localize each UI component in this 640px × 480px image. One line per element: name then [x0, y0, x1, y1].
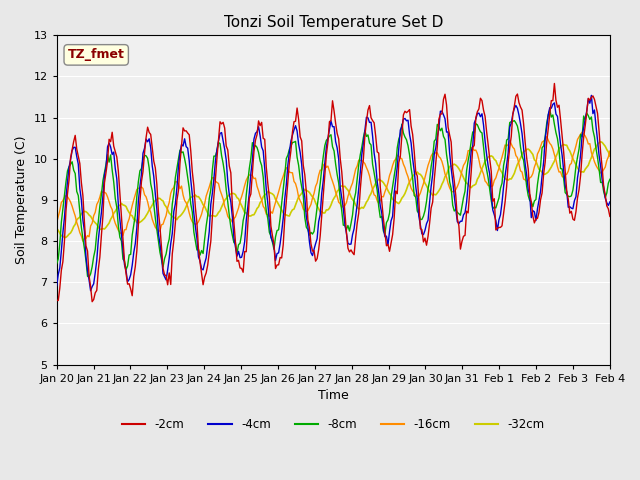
Legend: -2cm, -4cm, -8cm, -16cm, -32cm: -2cm, -4cm, -8cm, -16cm, -32cm: [117, 413, 550, 436]
Y-axis label: Soil Temperature (C): Soil Temperature (C): [15, 136, 28, 264]
Title: Tonzi Soil Temperature Set D: Tonzi Soil Temperature Set D: [223, 15, 443, 30]
Text: TZ_fmet: TZ_fmet: [68, 48, 125, 61]
X-axis label: Time: Time: [318, 389, 349, 402]
